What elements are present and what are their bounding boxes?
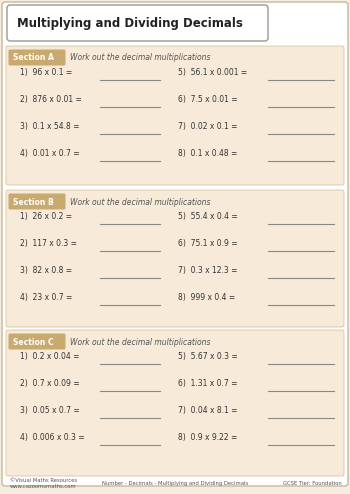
Text: Work out the decimal multiplications: Work out the decimal multiplications xyxy=(70,53,210,63)
FancyBboxPatch shape xyxy=(8,194,65,209)
Text: ©Visual Maths Resources: ©Visual Maths Resources xyxy=(10,478,77,483)
Text: 5)  55.4 x 0.4 =: 5) 55.4 x 0.4 = xyxy=(178,211,238,220)
FancyBboxPatch shape xyxy=(6,190,344,327)
FancyBboxPatch shape xyxy=(6,46,344,185)
Text: 3)  0.1 x 54.8 =: 3) 0.1 x 54.8 = xyxy=(20,122,79,130)
Text: 6)  7.5 x 0.01 =: 6) 7.5 x 0.01 = xyxy=(178,94,238,104)
Text: 6)  1.31 x 0.7 =: 6) 1.31 x 0.7 = xyxy=(178,378,238,387)
Text: Section C: Section C xyxy=(13,337,54,346)
Text: 8)  999 x 0.4 =: 8) 999 x 0.4 = xyxy=(178,292,235,301)
Text: 7)  0.04 x 8.1 =: 7) 0.04 x 8.1 = xyxy=(178,406,238,414)
Text: 4)  0.01 x 0.7 =: 4) 0.01 x 0.7 = xyxy=(20,149,80,158)
Text: 8)  0.1 x 0.48 =: 8) 0.1 x 0.48 = xyxy=(178,149,237,158)
FancyBboxPatch shape xyxy=(6,330,344,476)
Text: Number - Decimals - Multiplying and Dividing Decimals: Number - Decimals - Multiplying and Divi… xyxy=(102,481,248,486)
Text: 1)  96 x 0.1 =: 1) 96 x 0.1 = xyxy=(20,68,72,77)
Text: 5)  56.1 x 0.001 =: 5) 56.1 x 0.001 = xyxy=(178,68,247,77)
Text: 4)  0.006 x 0.3 =: 4) 0.006 x 0.3 = xyxy=(20,433,85,442)
Text: 2)  0.7 x 0.09 =: 2) 0.7 x 0.09 = xyxy=(20,378,80,387)
Text: 2)  876 x 0.01 =: 2) 876 x 0.01 = xyxy=(20,94,82,104)
Text: Section A: Section A xyxy=(13,53,54,63)
Text: Work out the decimal multiplications: Work out the decimal multiplications xyxy=(70,337,210,346)
Text: Section B: Section B xyxy=(13,198,54,206)
Text: 2)  117 x 0.3 =: 2) 117 x 0.3 = xyxy=(20,239,77,247)
Text: 7)  0.02 x 0.1 =: 7) 0.02 x 0.1 = xyxy=(178,122,238,130)
Text: 1)  0.2 x 0.04 =: 1) 0.2 x 0.04 = xyxy=(20,352,79,361)
Text: Work out the decimal multiplications: Work out the decimal multiplications xyxy=(70,198,210,206)
FancyBboxPatch shape xyxy=(8,333,65,349)
Text: Multiplying and Dividing Decimals: Multiplying and Dividing Decimals xyxy=(17,17,243,31)
Text: www.cazoomsmaths.com: www.cazoomsmaths.com xyxy=(10,484,77,489)
Text: GCSE Tier: Foundation: GCSE Tier: Foundation xyxy=(283,481,342,486)
Text: 4)  23 x 0.7 =: 4) 23 x 0.7 = xyxy=(20,292,72,301)
Text: 1)  26 x 0.2 =: 1) 26 x 0.2 = xyxy=(20,211,72,220)
Text: 6)  75.1 x 0.9 =: 6) 75.1 x 0.9 = xyxy=(178,239,238,247)
Text: 7)  0.3 x 12.3 =: 7) 0.3 x 12.3 = xyxy=(178,265,238,275)
Text: 3)  0.05 x 0.7 =: 3) 0.05 x 0.7 = xyxy=(20,406,80,414)
Text: 5)  5.67 x 0.3 =: 5) 5.67 x 0.3 = xyxy=(178,352,238,361)
FancyBboxPatch shape xyxy=(2,2,348,486)
FancyBboxPatch shape xyxy=(8,49,65,66)
FancyBboxPatch shape xyxy=(7,5,268,41)
Text: 3)  82 x 0.8 =: 3) 82 x 0.8 = xyxy=(20,265,72,275)
Text: 8)  0.9 x 9.22 =: 8) 0.9 x 9.22 = xyxy=(178,433,237,442)
